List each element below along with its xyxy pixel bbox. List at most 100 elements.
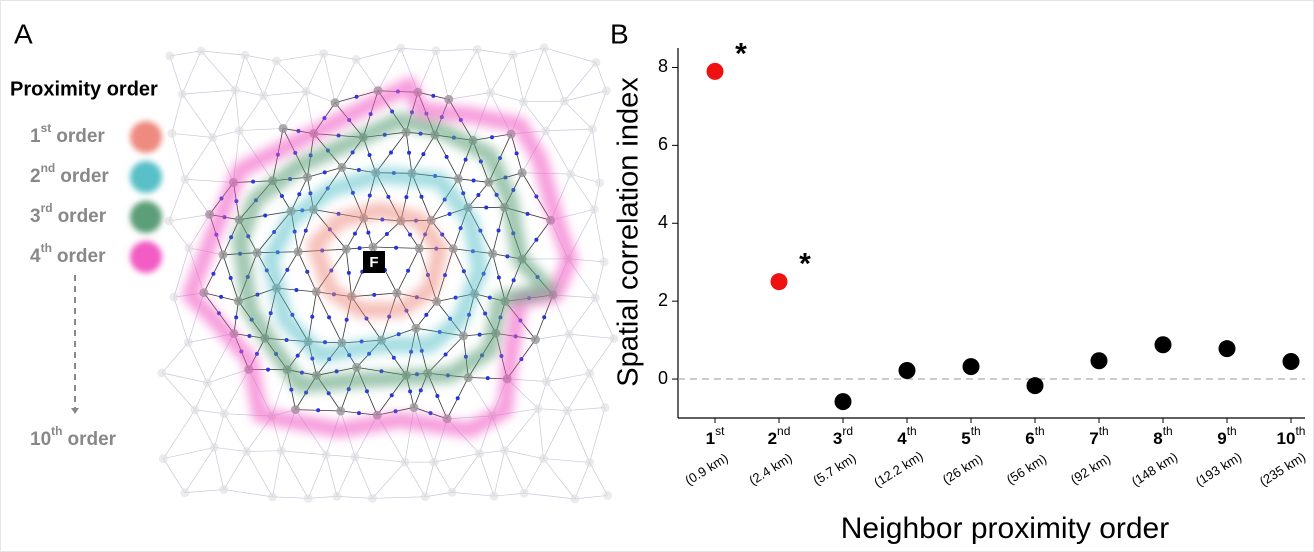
- cell-centroid: [601, 86, 611, 96]
- cell-centroid: [414, 243, 424, 253]
- x-tick-label: 5th: [961, 424, 980, 448]
- legend-suffix: st: [41, 121, 52, 135]
- mesh-edge: [355, 456, 405, 463]
- cell-centroid: [429, 457, 439, 467]
- cell-centroid: [585, 368, 595, 378]
- mesh-node: [455, 396, 460, 401]
- x-tick-label: 10th: [1277, 424, 1306, 448]
- point: [1090, 352, 1108, 370]
- mesh-node: [344, 317, 349, 322]
- mesh-edge: [433, 461, 453, 493]
- mesh-edge: [546, 381, 568, 411]
- mesh-edge: [424, 462, 435, 497]
- mesh-edge: [305, 91, 336, 104]
- mesh-node: [421, 152, 426, 157]
- x-axis-title: Neighbor proximity order: [841, 512, 1169, 545]
- mesh-node: [443, 352, 448, 357]
- mesh-edge: [336, 456, 356, 497]
- cell-centroid: [541, 126, 551, 136]
- mesh-edge: [513, 47, 545, 56]
- cell-centroid: [589, 204, 599, 214]
- mesh-edge: [162, 409, 196, 459]
- cell-centroid: [184, 243, 194, 253]
- mesh-edge: [476, 49, 491, 93]
- mesh-edge: [504, 450, 525, 494]
- cell-centroid: [474, 449, 484, 459]
- mesh-edge: [281, 450, 327, 456]
- mesh-edge: [524, 492, 575, 500]
- mesh-node: [485, 376, 490, 381]
- x-tick-label: 2nd: [768, 424, 791, 448]
- cell-centroid: [301, 86, 311, 96]
- mesh-edge: [356, 47, 401, 60]
- mesh-node: [484, 205, 489, 210]
- mesh-node: [372, 292, 377, 297]
- mesh-edge: [523, 101, 547, 132]
- mesh-edge: [184, 178, 234, 183]
- mesh-node: [356, 411, 361, 416]
- legend-word: order: [60, 166, 109, 187]
- cell-centroid: [165, 51, 175, 61]
- mesh-edge: [169, 50, 202, 57]
- mesh-node: [463, 157, 468, 162]
- cell-centroid: [219, 409, 229, 419]
- cell-centroid: [459, 331, 469, 341]
- mesh-node: [435, 394, 440, 399]
- mesh-edge: [589, 373, 606, 408]
- cell-centroid: [400, 457, 410, 467]
- legend-swatch: [130, 241, 162, 273]
- cell-centroid: [570, 494, 580, 504]
- y-axis-title: Spatial correlation index: [613, 77, 645, 387]
- mesh-node: [384, 231, 389, 236]
- legend-number: 1: [30, 126, 41, 147]
- mesh-node: [390, 109, 395, 114]
- mesh-edge: [171, 133, 186, 180]
- category-suffix: nd: [777, 424, 790, 438]
- halo-3: [232, 112, 558, 393]
- mesh-node: [393, 409, 398, 414]
- mesh-node: [294, 287, 299, 292]
- cell-centroid: [278, 123, 288, 133]
- legend-label: 3rd order: [30, 201, 107, 227]
- mesh-node: [367, 153, 372, 158]
- mesh-edge: [207, 369, 249, 384]
- mesh-edge: [235, 89, 264, 97]
- legend-word: order: [57, 246, 106, 267]
- panel-label-b: B: [610, 18, 629, 49]
- mesh-edge: [566, 373, 591, 411]
- order-halos: [182, 77, 578, 438]
- cell-centroid: [533, 404, 543, 414]
- mesh-edge: [263, 95, 284, 129]
- legend-number: 2: [30, 166, 41, 187]
- mesh-edge: [173, 297, 189, 343]
- cell-centroid: [230, 85, 240, 95]
- legend-last: 10th order: [30, 424, 117, 450]
- mesh-edge: [372, 496, 426, 499]
- mesh-edge: [490, 54, 514, 93]
- mesh-edge: [246, 451, 273, 498]
- x-tick-label: 8th: [1153, 424, 1172, 448]
- mesh-node: [476, 192, 481, 197]
- cell-centroid: [368, 242, 378, 252]
- mesh-edge: [272, 496, 309, 499]
- halo-2: [262, 167, 488, 363]
- cell-centroid: [396, 43, 406, 53]
- mesh-node: [285, 267, 290, 272]
- mesh-edge: [168, 179, 186, 222]
- mesh-edge: [223, 489, 273, 498]
- mesh-edge: [404, 461, 426, 497]
- mesh-node: [386, 194, 391, 199]
- mesh-node: [458, 226, 463, 231]
- mesh-node: [404, 195, 409, 200]
- category-suffix: st: [715, 424, 725, 438]
- mesh-edge: [535, 333, 570, 340]
- mesh-node: [408, 232, 413, 237]
- cell-centroid: [169, 292, 179, 302]
- mesh-edge: [263, 91, 307, 97]
- mesh-node: [322, 340, 327, 345]
- cell-centroid: [562, 406, 572, 416]
- category-number: 9: [1217, 429, 1226, 448]
- mesh-edge: [589, 338, 615, 374]
- category-number: 2: [768, 429, 777, 448]
